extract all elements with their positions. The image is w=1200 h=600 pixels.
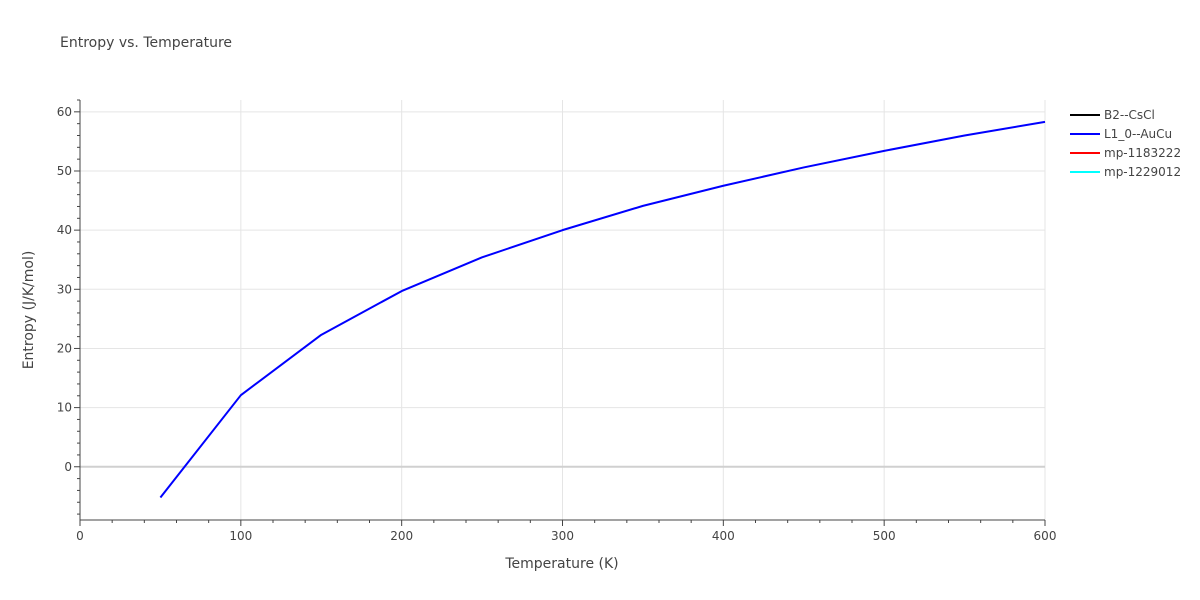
series-layer	[159, 120, 1046, 499]
series-line-l1-0-aucu	[159, 120, 1046, 499]
y-tick-label: 10	[57, 401, 72, 415]
legend-label: mp-1183222	[1104, 146, 1181, 160]
legend-label: B2--CsCl	[1104, 108, 1155, 122]
y-tick-label: 30	[57, 282, 72, 296]
grid	[80, 100, 1046, 520]
axes: 0 100 200 300 400 500 600 0 10 20 30 40 50 60	[57, 99, 1057, 543]
legend-label: L1_0--AuCu	[1104, 127, 1172, 141]
x-axis-title: Temperature (K)	[504, 556, 618, 572]
legend-item-l1-0-aucu[interactable]: L1_0--AuCu	[1070, 127, 1172, 141]
x-tick-label: 500	[873, 529, 896, 543]
y-tick-label: 60	[57, 105, 72, 119]
x-tick-label: 100	[229, 529, 252, 543]
legend[interactable]: B2--CsCl L1_0--AuCu mp-1183222 mp-1229012	[1070, 108, 1181, 179]
y-tick-label: 20	[57, 341, 72, 355]
x-tick-label: 0	[76, 529, 84, 543]
x-tick-label: 200	[390, 529, 413, 543]
legend-item-b2-cscl[interactable]: B2--CsCl	[1070, 108, 1155, 122]
y-tick-label: 40	[57, 223, 72, 237]
legend-item-mp-1229012[interactable]: mp-1229012	[1070, 165, 1181, 179]
legend-item-mp-1183222[interactable]: mp-1183222	[1070, 146, 1181, 160]
legend-label: mp-1229012	[1104, 165, 1181, 179]
x-tick-label: 400	[712, 529, 735, 543]
y-tick-label: 0	[64, 460, 72, 474]
x-tick-label: 600	[1034, 529, 1057, 543]
y-axis-title: Entropy (J/K/mol)	[21, 251, 37, 370]
chart-title: Entropy vs. Temperature	[60, 35, 233, 51]
x-tick-label: 300	[551, 529, 574, 543]
y-tick-label: 50	[57, 164, 72, 178]
